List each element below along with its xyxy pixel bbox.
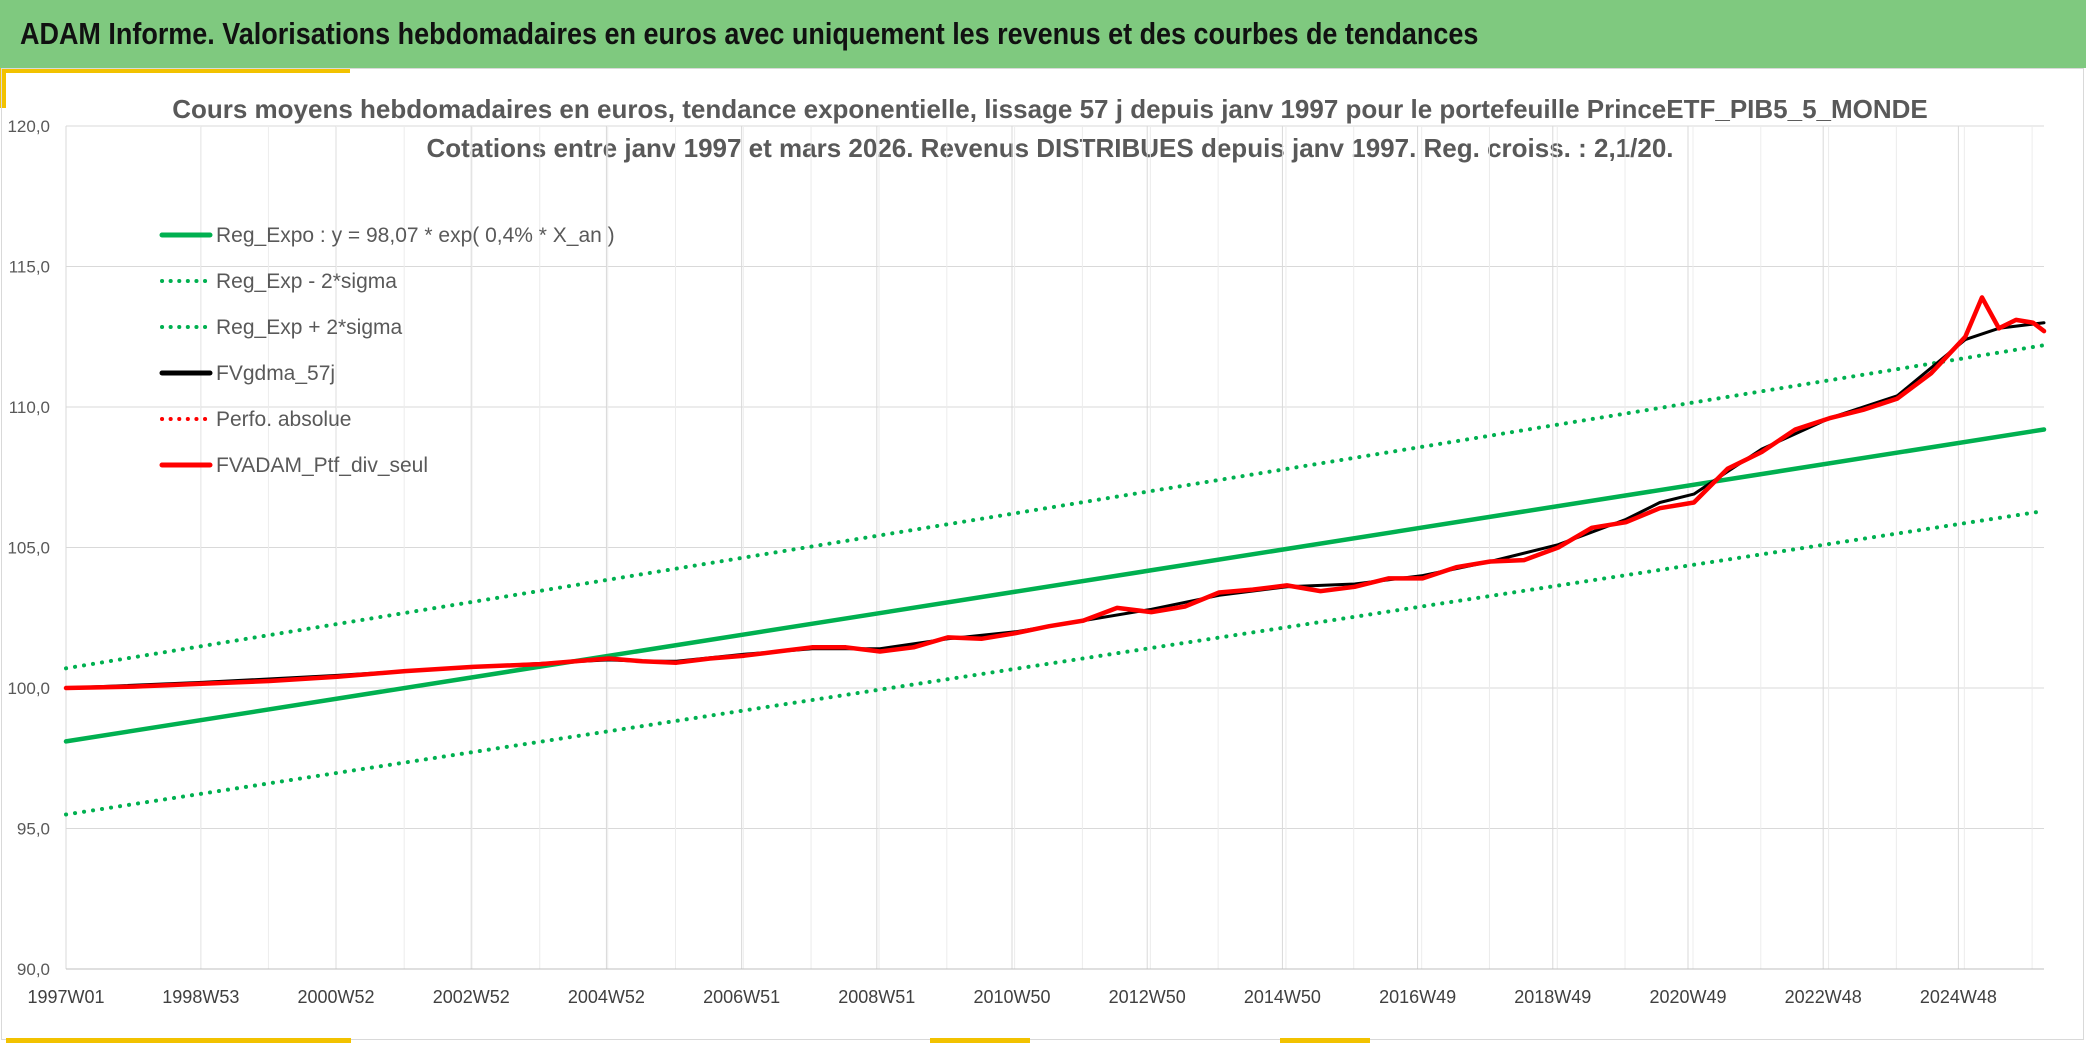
y-tick-label: 100,0 — [7, 679, 50, 698]
bottom-accent-mid — [930, 1038, 1030, 1043]
series-line-2 — [64, 343, 2046, 671]
legend-label-1: Reg_Exp - 2*sigma — [216, 270, 397, 293]
legend-label-0: Reg_Expo : y = 98,07 * exp( 0,4% * X_an … — [216, 224, 615, 247]
x-tick-label: 2006W51 — [703, 987, 780, 1007]
axis-layer: 120,0 115,0 110,0 105,0 100,0 95,0 90,0 1997W01… — [7, 117, 2044, 1007]
series-line-1 — [64, 509, 2046, 817]
y-tick-label: 95,0 — [17, 820, 50, 839]
chart-subtitle: Cotations entre janv 1997 et mars 2026. … — [426, 133, 1673, 163]
chart-frame — [1, 68, 2084, 1040]
chart-title: Cours moyens hebdomadaires en euros, ten… — [172, 94, 1928, 124]
x-tick-label: 2000W52 — [297, 987, 374, 1007]
x-tick-label: 2008W51 — [838, 987, 915, 1007]
report-header: ADAM Informe. Valorisations hebdomadaire… — [0, 0, 2086, 68]
y-tick-label: 120,0 — [7, 117, 50, 136]
y-tick-label: 105,0 — [7, 539, 50, 558]
x-tick-label: 2012W50 — [1109, 987, 1186, 1007]
x-tick-label: 2010W50 — [973, 987, 1050, 1007]
report-title: ADAM Informe. Valorisations hebdomadaire… — [20, 16, 1479, 51]
left-accent-bar — [0, 68, 6, 108]
legend-label-4: Perfo. absolue — [216, 408, 351, 431]
x-tick-label: 1998W53 — [162, 987, 239, 1007]
y-tick-label: 110,0 — [9, 398, 50, 417]
legend: Reg_Expo : y = 98,07 * exp( 0,4% * X_an … — [159, 224, 615, 477]
x-tick-label: 2004W52 — [568, 987, 645, 1007]
x-tick-label: 2014W50 — [1244, 987, 1321, 1007]
legend-label-2: Reg_Exp + 2*sigma — [216, 316, 403, 339]
x-tick-label: 2018W49 — [1514, 987, 1591, 1007]
bottom-accent-right — [1280, 1038, 1370, 1043]
x-tick-label: 2022W48 — [1785, 987, 1862, 1007]
y-tick-label: 115,0 — [9, 258, 50, 277]
x-tick-label: 2002W52 — [433, 987, 510, 1007]
grid-layer — [65, 125, 2044, 970]
x-tick-label: 2020W49 — [1649, 987, 1726, 1007]
series-line-5 — [63, 295, 2047, 691]
series-layer — [63, 295, 2047, 817]
x-tick-label: 2024W48 — [1920, 987, 1997, 1007]
bottom-accent-left — [6, 1038, 351, 1043]
header-accent-bar — [0, 68, 350, 73]
y-tick-label: 90,0 — [17, 960, 50, 979]
legend-label-5: FVADAM_Ptf_div_seul — [216, 454, 428, 477]
x-tick-label: 1997W01 — [27, 987, 104, 1007]
x-tick-label: 2016W49 — [1379, 987, 1456, 1007]
legend-label-3: FVgdma_57j — [216, 362, 335, 385]
